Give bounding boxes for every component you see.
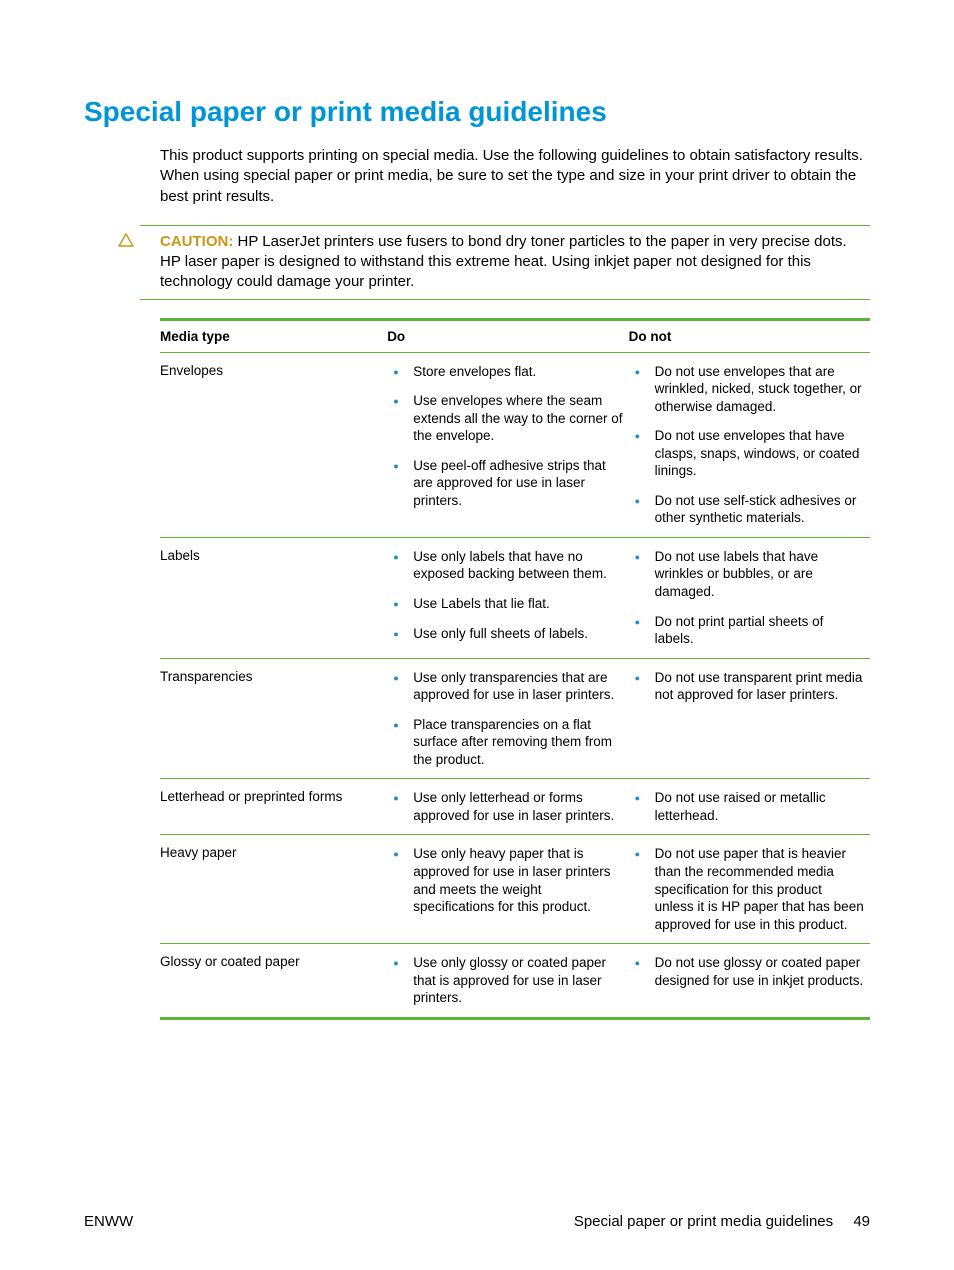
do-not-cell: Do not use labels that have wrinkles or … xyxy=(629,537,870,658)
footer-left: ENWW xyxy=(84,1213,133,1230)
footer-right: Special paper or print media guidelines … xyxy=(574,1213,870,1230)
footer-title: Special paper or print media guidelines xyxy=(574,1213,833,1230)
table-row: Letterhead or preprinted formsUse only l… xyxy=(160,779,870,835)
media-type-cell: Transparencies xyxy=(160,658,387,779)
do-not-cell: Do not use envelopes that are wrinkled, … xyxy=(629,352,870,537)
do-not-cell: Do not use paper that is heavier than th… xyxy=(629,835,870,944)
list-item: Do not use envelopes that have clasps, s… xyxy=(629,427,864,480)
do-cell: Store envelopes flat. Use envelopes where… xyxy=(387,352,628,537)
list-item: Use only heavy paper that is approved fo… xyxy=(387,845,622,915)
caution-text: HP LaserJet printers use fusers to bond … xyxy=(160,233,847,291)
list-item: Place transparencies on a flat surface a… xyxy=(387,716,622,769)
guidelines-table: Media type Do Do not EnvelopesStore enve… xyxy=(160,318,870,1020)
footer-page-number: 49 xyxy=(853,1213,870,1230)
list-item: Use envelopes where the seam extends all… xyxy=(387,392,622,445)
do-not-cell: Do not use transparent print media not a… xyxy=(629,658,870,779)
list-item: Do not use glossy or coated paper design… xyxy=(629,954,864,989)
list-item: Use only labels that have no exposed bac… xyxy=(387,548,622,583)
table-header-row: Media type Do Do not xyxy=(160,319,870,352)
list-item: Do not use envelopes that are wrinkled, … xyxy=(629,363,864,416)
caution-icon xyxy=(118,233,134,247)
table-row: Glossy or coated paperUse only glossy or… xyxy=(160,944,870,1019)
list-item: Do not use raised or metallic letterhead… xyxy=(629,789,864,824)
table-row: LabelsUse only labels that have no expos… xyxy=(160,537,870,658)
list-item: Do not use transparent print media not a… xyxy=(629,669,864,704)
header-do-not: Do not xyxy=(629,319,870,352)
do-cell: Use only glossy or coated paper that is … xyxy=(387,944,628,1019)
header-media-type: Media type xyxy=(160,319,387,352)
page-heading: Special paper or print media guidelines xyxy=(84,96,870,128)
list-item: Do not use paper that is heavier than th… xyxy=(629,845,864,933)
do-not-cell: Do not use raised or metallic letterhead… xyxy=(629,779,870,835)
list-item: Use only glossy or coated paper that is … xyxy=(387,954,622,1007)
list-item: Use only letterhead or forms approved fo… xyxy=(387,789,622,824)
list-item: Use Labels that lie flat. xyxy=(387,595,622,613)
do-cell: Use only labels that have no exposed bac… xyxy=(387,537,628,658)
do-cell: Use only heavy paper that is approved fo… xyxy=(387,835,628,944)
media-type-cell: Labels xyxy=(160,537,387,658)
list-item: Use peel-off adhesive strips that are ap… xyxy=(387,457,622,510)
caution-block: CAUTION: HP LaserJet printers use fusers… xyxy=(140,225,870,300)
do-cell: Use only transparencies that are approve… xyxy=(387,658,628,779)
page-content: Special paper or print media guidelines … xyxy=(0,0,954,1020)
list-item: Do not print partial sheets of labels. xyxy=(629,613,864,648)
list-item: Store envelopes flat. xyxy=(387,363,622,381)
media-type-cell: Glossy or coated paper xyxy=(160,944,387,1019)
caution-label: CAUTION: xyxy=(160,233,233,250)
header-do: Do xyxy=(387,319,628,352)
list-item: Use only full sheets of labels. xyxy=(387,625,622,643)
table-row: EnvelopesStore envelopes flat. Use envelo… xyxy=(160,352,870,537)
list-item: Do not use labels that have wrinkles or … xyxy=(629,548,864,601)
page-footer: ENWW Special paper or print media guidel… xyxy=(84,1213,870,1230)
do-not-cell: Do not use glossy or coated paper design… xyxy=(629,944,870,1019)
table-row: TransparenciesUse only transparencies th… xyxy=(160,658,870,779)
media-type-cell: Letterhead or preprinted forms xyxy=(160,779,387,835)
intro-paragraph: This product supports printing on specia… xyxy=(160,146,870,207)
do-cell: Use only letterhead or forms approved fo… xyxy=(387,779,628,835)
list-item: Use only transparencies that are approve… xyxy=(387,669,622,704)
media-type-cell: Heavy paper xyxy=(160,835,387,944)
list-item: Do not use self-stick adhesives or other… xyxy=(629,492,864,527)
table-row: Heavy paperUse only heavy paper that is … xyxy=(160,835,870,944)
media-type-cell: Envelopes xyxy=(160,352,387,537)
